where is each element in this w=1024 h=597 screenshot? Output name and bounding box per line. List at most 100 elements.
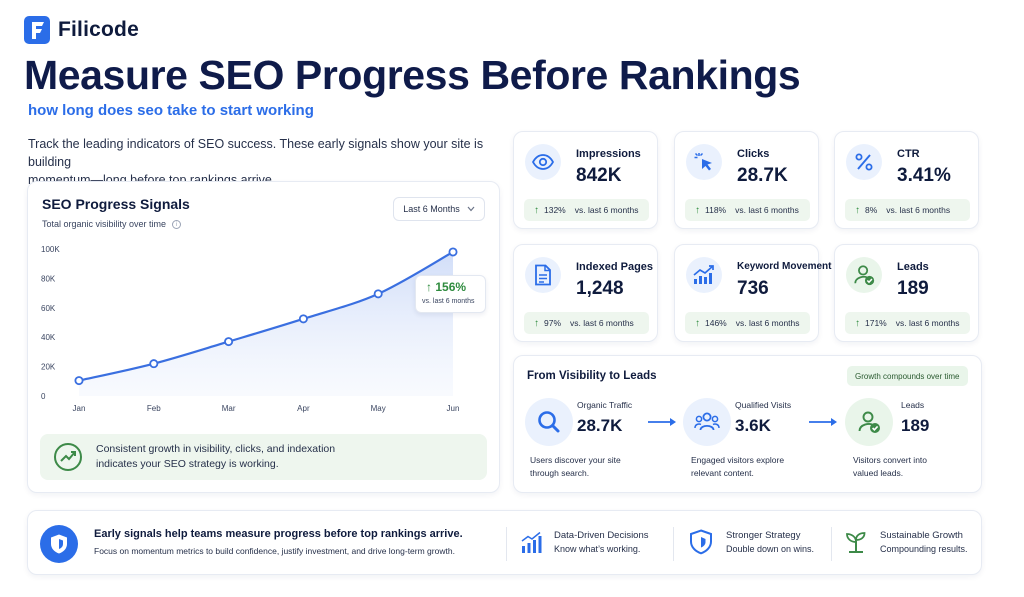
metric-change-value: 97% (544, 318, 562, 328)
data-point[interactable] (149, 359, 159, 369)
funnel-step-label: Leads (901, 400, 925, 410)
metric-value: 3.41% (897, 165, 951, 186)
arrow-up-icon: ↑ (695, 317, 700, 329)
metric-change: ↑ 97% vs. last 6 months (524, 312, 649, 334)
feature-title: Stronger Strategy (726, 530, 801, 541)
x-tick-label: Jan (73, 404, 86, 413)
metric-change: ↑ 171% vs. last 6 months (845, 312, 970, 334)
brand-logo-icon (24, 16, 50, 44)
intro-line-1: Track the leading indicators of SEO succ… (28, 137, 484, 169)
metric-card-indexed-pages: Indexed Pages 1,248 ↑ 97% vs. last 6 months (513, 244, 658, 342)
feature-title: Sustainable Growth (880, 530, 963, 541)
metric-label: Indexed Pages (576, 261, 654, 273)
y-tick-label: 0 (41, 392, 46, 401)
data-point[interactable] (448, 247, 458, 257)
magnifier-icon (525, 398, 573, 446)
funnel-step-desc-line-1: Users discover your site (530, 455, 621, 465)
arrow-up-icon: ↑ (426, 280, 432, 294)
funnel-step-desc-line-2: through search. (530, 468, 590, 478)
users-icon (683, 398, 731, 446)
metric-card-ctr: CTR 3.41% ↑ 8% vs. last 6 months (834, 131, 979, 229)
metric-change-text: vs. last 6 months (570, 318, 634, 328)
metric-label: Clicks (737, 148, 770, 160)
x-tick-label: May (371, 404, 386, 413)
funnel-step-desc-line-1: Visitors convert into (853, 455, 928, 465)
funnel-step-label: Qualified Visits (735, 400, 792, 410)
feature-subtitle: Compounding results. (880, 544, 968, 554)
shield-icon (40, 525, 78, 563)
metric-card-keyword-movement: Keyword Movement 736 ↑ 146% vs. last 6 month… (674, 244, 831, 342)
growth-callout: ↑ 156% vs. last 6 months (415, 275, 486, 313)
metric-change-text: vs. last 6 months (886, 205, 951, 215)
metric-label: CTR (897, 148, 920, 160)
y-tick-label: 80K (41, 274, 56, 283)
seo-progress-card: SEO Progress Signals Total organic visib… (27, 181, 500, 493)
date-range-select[interactable]: Last 6 Months (393, 197, 485, 221)
funnel-step-value: 189 (901, 416, 930, 435)
data-point[interactable] (224, 337, 234, 347)
metric-value: 28.7K (737, 165, 788, 186)
funnel-step-desc: Users discover your site through search. (530, 454, 621, 480)
metric-change-text: vs. last 6 months (735, 205, 799, 215)
funnel-step-desc: Visitors convert into valued leads. (853, 454, 927, 480)
chart-title: SEO Progress Signals (42, 196, 190, 212)
metric-change: ↑ 132% vs. last 6 months (524, 199, 649, 221)
callout-value-row: ↑ 156% (426, 280, 466, 294)
metric-change-value: 132% (544, 205, 566, 215)
metric-label: Leads (897, 261, 929, 273)
x-tick-label: Feb (147, 404, 161, 413)
metric-change: ↑ 146% vs. last 6 months (685, 312, 810, 334)
feature-title: Data-Driven Decisions (554, 530, 649, 541)
arrow-right-icon (648, 418, 676, 426)
divider (506, 527, 507, 561)
brand: Filicode (24, 16, 139, 44)
metric-change-value: 8% (865, 205, 878, 215)
trending-up-chart-icon (686, 257, 722, 293)
arrow-up-icon: ↑ (695, 204, 700, 216)
x-tick-label: Mar (222, 404, 236, 413)
eye-icon (525, 144, 561, 180)
click-cursor-icon (686, 144, 722, 180)
metric-label: Impressions (576, 148, 641, 160)
page-title: Measure SEO Progress Before Rankings (24, 52, 801, 98)
y-tick-label: 40K (41, 333, 56, 342)
metric-card-impressions: Impressions 842K ↑ 132% vs. last 6 months (513, 131, 658, 229)
bottom-summary-bar: Early signals help teams measure progres… (27, 510, 982, 575)
user-check-icon (846, 257, 882, 293)
feature-strategy: Stronger Strategy Double down on wins. (726, 530, 814, 554)
metric-change-value: 171% (865, 318, 887, 328)
arrow-up-icon: ↑ (855, 204, 860, 216)
divider (673, 527, 674, 561)
chart-subtitle-text: Total organic visibility over time (42, 219, 167, 229)
callout-value: 156% (435, 280, 467, 294)
metric-label: Keyword Movement (737, 261, 832, 272)
page-subtitle: how long does seo take to start working (28, 102, 314, 119)
arrow-right-icon (809, 418, 837, 426)
funnel-step-desc-line-2: relevant content. (691, 468, 754, 478)
metric-change: ↑ 8% vs. last 6 months (845, 199, 970, 221)
metric-change: ↑ 118% vs. last 6 months (685, 199, 810, 221)
callout-text: vs. last 6 months (422, 298, 475, 305)
y-tick-label: 100K (41, 245, 60, 254)
funnel-step-value: 3.6K (735, 416, 771, 435)
percent-icon (846, 144, 882, 180)
metric-value: 736 (737, 278, 769, 299)
data-point[interactable] (298, 314, 308, 324)
growth-trend-icon (54, 443, 82, 471)
metric-change-text: vs. last 6 months (574, 205, 639, 215)
bottom-description: Focus on momentum metrics to build confi… (94, 546, 455, 556)
metric-card-leads: Leads 189 ↑ 171% vs. last 6 months (834, 244, 979, 342)
brand-name: Filicode (58, 18, 139, 41)
metric-card-clicks: Clicks 28.7K ↑ 118% vs. last 6 months (674, 131, 819, 229)
metric-change-value: 118% (705, 205, 727, 215)
shield-icon (690, 529, 712, 555)
data-point[interactable] (373, 289, 383, 299)
funnel-title: From Visibility to Leads (527, 370, 657, 382)
user-check-icon (845, 398, 893, 446)
info-icon[interactable]: i (172, 219, 182, 229)
funnel-step-desc: Engaged visitors explore relevant conten… (691, 454, 784, 480)
arrow-up-icon: ↑ (534, 204, 539, 216)
chevron-down-icon (467, 206, 475, 212)
arrow-up-icon: ↑ (534, 317, 539, 329)
data-point[interactable] (74, 376, 84, 386)
